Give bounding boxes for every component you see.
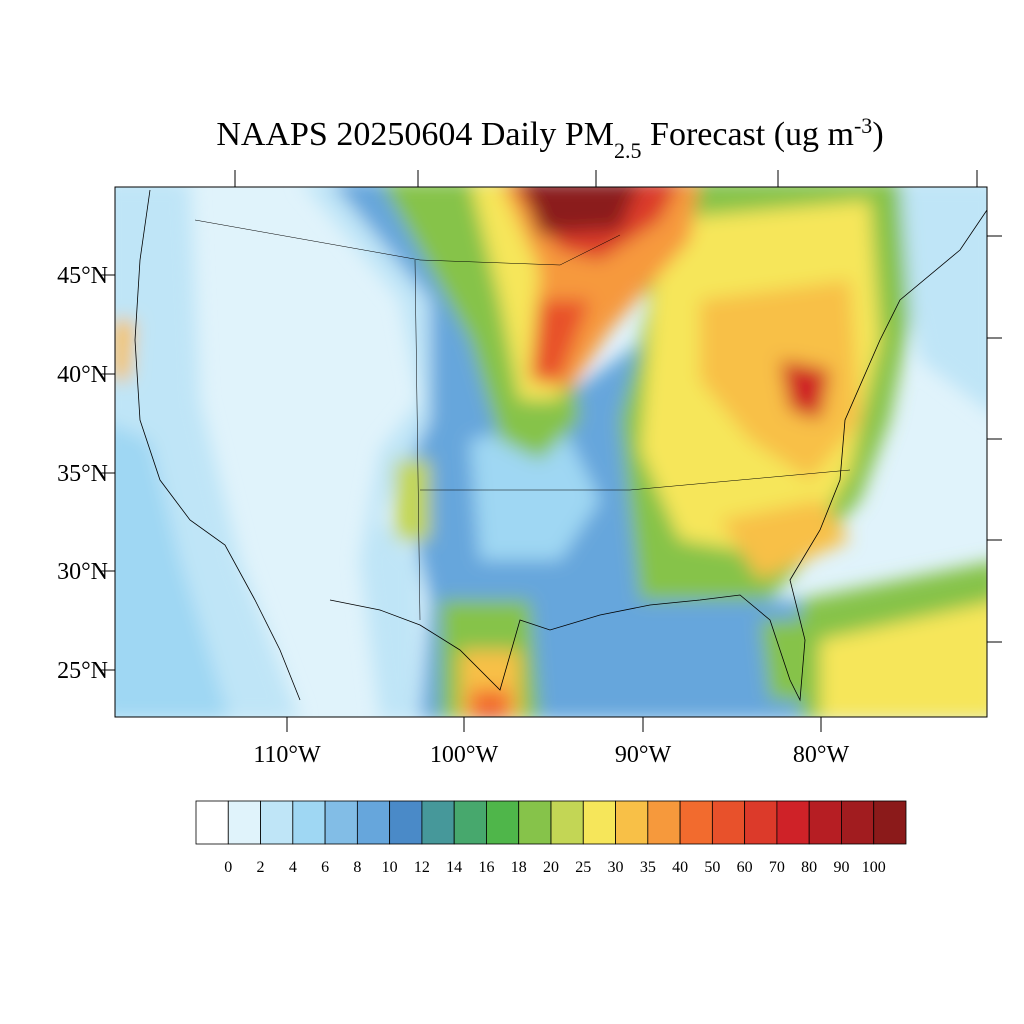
- colorbar-swatch: [744, 800, 778, 845]
- colorbar-label: 35: [640, 859, 656, 876]
- lat-label: 40°N: [57, 362, 108, 388]
- colorbar-swatch: [227, 800, 261, 845]
- colorbar-label: 4: [289, 859, 297, 876]
- title-sub: 2.5: [614, 138, 642, 163]
- lat-label: 35°N: [57, 461, 108, 487]
- colorbar-swatch: [615, 800, 649, 845]
- colorbar-label: 12: [414, 859, 430, 876]
- lon-label: 90°W: [615, 742, 672, 768]
- colorbar-label: 2: [257, 859, 265, 876]
- colorbar-swatch: [808, 800, 842, 845]
- colorbar-label: 40: [672, 859, 688, 876]
- colorbar-label: 20: [543, 859, 559, 876]
- colorbar-label: 80: [801, 859, 817, 876]
- colorbar-swatch: [873, 800, 907, 845]
- colorbar-swatch: [582, 800, 616, 845]
- map-frame: [114, 186, 988, 718]
- map-field: [115, 187, 987, 717]
- colorbar: 0 2 4 6 8 10 12 14 16 18 20 25 30 35 40 50 60 70 80 90 100: [195, 800, 907, 876]
- outlines: [134, 189, 987, 702]
- colorbar-swatch: [647, 800, 681, 845]
- title-end: ): [872, 116, 883, 153]
- colorbar-swatch: [260, 800, 294, 845]
- colorbar-label: 70: [769, 859, 785, 876]
- colorbar-swatch: [550, 800, 584, 845]
- lon-label: 100°W: [430, 742, 499, 768]
- colorbar-swatch: [453, 800, 487, 845]
- colorbar-swatch: [421, 800, 455, 845]
- colorbar-swatch: [841, 800, 875, 845]
- lon-label: 80°W: [793, 742, 850, 768]
- colorbar-label: 18: [511, 859, 527, 876]
- colorbar-swatch: [776, 800, 810, 845]
- colorbar-swatch: [389, 800, 423, 845]
- colorbar-swatch: [356, 800, 391, 845]
- colorbar-label: 60: [737, 859, 753, 876]
- colorbar-label: 25: [575, 859, 591, 876]
- colorbar-label: 8: [353, 859, 361, 876]
- colorbar-swatch: [679, 800, 713, 845]
- lat-label: 30°N: [57, 559, 108, 585]
- colorbar-label: 10: [382, 859, 398, 876]
- axes: 45°N 40°N 35°N 30°N 25°N 110°W 100°W 90°W 80°W: [57, 170, 1002, 768]
- colorbar-label: 6: [321, 859, 329, 876]
- title-main: NAAPS 20250604 Daily PM: [216, 116, 614, 153]
- colorbar-label: 100: [862, 859, 886, 876]
- colorbar-label: 16: [478, 859, 494, 876]
- lat-label: 25°N: [57, 658, 108, 684]
- colorbar-swatch: [324, 800, 358, 845]
- colorbar-label: 14: [446, 859, 462, 876]
- title: NAAPS 20250604 Daily PM2.5 Forecast (ug …: [216, 113, 883, 163]
- title-sup: -3: [854, 113, 872, 138]
- colorbar-label: 0: [224, 859, 232, 876]
- colorbar-label: 90: [833, 859, 849, 876]
- colorbar-swatch: [195, 800, 229, 845]
- lat-label: 45°N: [57, 263, 108, 289]
- colorbar-label: 50: [704, 859, 720, 876]
- colorbar-label: 30: [608, 859, 624, 876]
- colorbar-swatch: [711, 800, 746, 845]
- colorbar-swatch: [518, 800, 552, 845]
- title-rest: Forecast (ug m: [642, 116, 854, 153]
- colorbar-swatch: [486, 800, 520, 845]
- colorbar-swatch: [292, 800, 326, 845]
- lon-label: 110°W: [253, 742, 321, 768]
